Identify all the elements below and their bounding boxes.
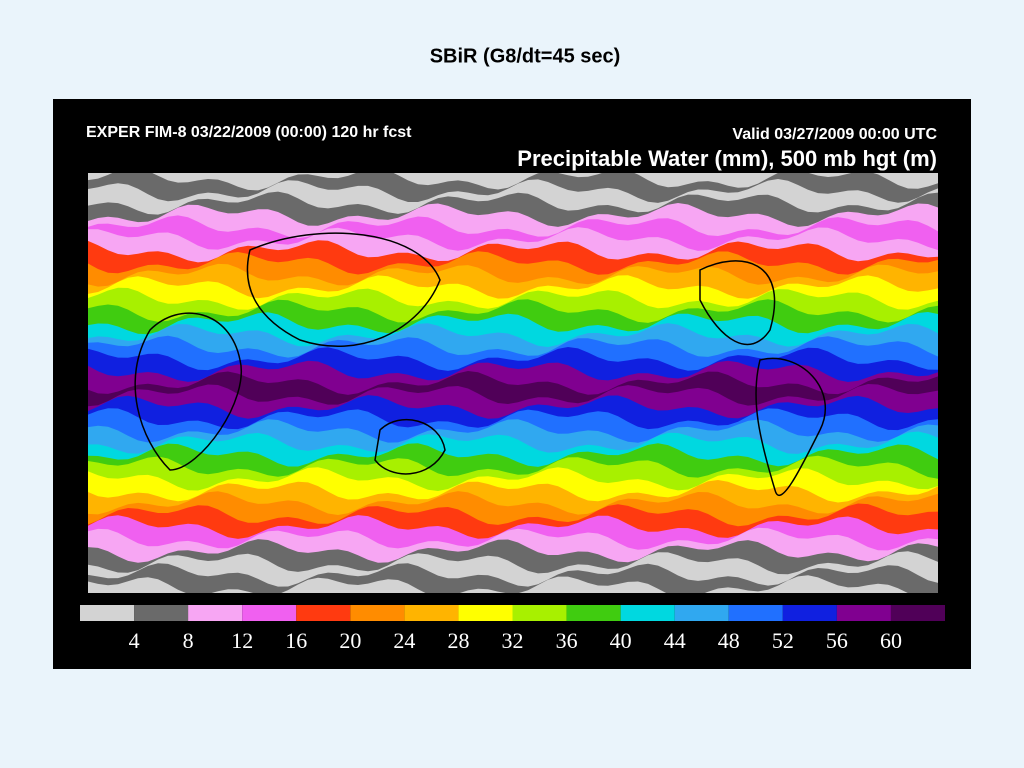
colorbar-swatch <box>728 605 783 621</box>
coastline <box>699 260 776 346</box>
colorbar-label: 8 <box>183 628 194 653</box>
moisture-band <box>88 575 938 593</box>
colorbar-swatch <box>836 605 891 621</box>
coastline <box>755 357 827 497</box>
colorbar-swatch <box>404 605 459 621</box>
map-title: Precipitable Water (mm), 500 mb hgt (m) <box>517 146 937 171</box>
colorbar-swatch <box>512 605 567 621</box>
coastline <box>134 312 243 471</box>
colorbar: 4 8 12 16 20 24 28 32 36 40 44 48 52 56 60 <box>80 605 945 653</box>
map-header-left: EXPER FIM-8 03/22/2009 (00:00) 120 hr fc… <box>86 124 412 141</box>
colorbar-label: 56 <box>826 628 848 653</box>
colorbar-swatch <box>890 605 945 621</box>
colorbar-label: 44 <box>664 628 686 653</box>
colorbar-label: 4 <box>129 628 140 653</box>
colorbar-label: 24 <box>393 628 415 653</box>
colorbar-swatch <box>188 605 243 621</box>
map-field <box>88 173 938 593</box>
colorbar-swatch <box>458 605 513 621</box>
colorbar-label: 60 <box>880 628 902 653</box>
colorbar-label: 52 <box>772 628 794 653</box>
colorbar-label: 48 <box>718 628 740 653</box>
coastline <box>374 419 446 475</box>
colorbar-swatch <box>242 605 297 621</box>
colorbar-swatch <box>350 605 405 621</box>
colorbar-swatch <box>80 605 135 621</box>
colorbar-label: 28 <box>447 628 469 653</box>
colorbar-label: 12 <box>231 628 253 653</box>
coastline <box>246 232 441 348</box>
colorbar-label: 40 <box>610 628 632 653</box>
colorbar-label: 32 <box>502 628 524 653</box>
colorbar-swatch <box>134 605 189 621</box>
colorbar-swatch <box>782 605 837 621</box>
colorbar-swatch <box>566 605 621 621</box>
colorbar-label: 36 <box>556 628 578 653</box>
map-header-right: Valid 03/27/2009 00:00 UTC <box>732 126 937 143</box>
colorbar-swatch <box>674 605 729 621</box>
slide-title: SBiR (G8/dt=45 sec) <box>430 45 621 67</box>
colorbar-label: 20 <box>339 628 361 653</box>
colorbar-swatch <box>296 605 351 621</box>
colorbar-label: 16 <box>285 628 307 653</box>
colorbar-swatch <box>620 605 675 621</box>
